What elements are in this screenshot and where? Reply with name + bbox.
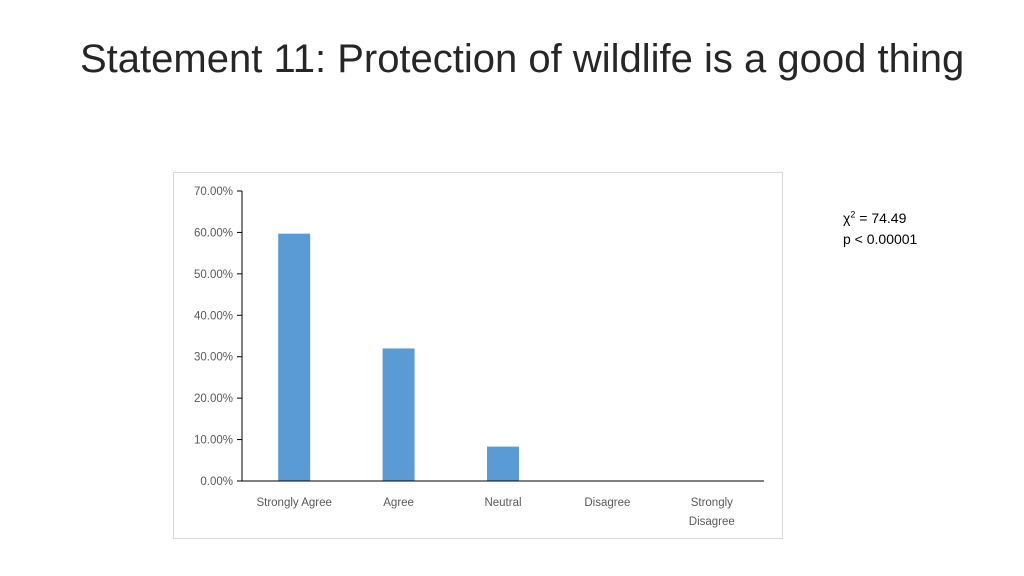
bar — [382, 348, 415, 481]
x-tick-label: Agree — [383, 497, 414, 509]
chi-exponent: 2 — [850, 209, 856, 220]
y-tick-label: 20.00% — [194, 393, 233, 405]
bar — [278, 233, 311, 481]
chi-symbol: χ — [843, 210, 851, 226]
y-tick-label: 30.00% — [194, 352, 233, 364]
y-tick-label: 0.00% — [200, 476, 233, 488]
x-tick-label: Strongly Disagree — [689, 497, 735, 528]
p-value: p < 0.00001 — [843, 231, 918, 247]
chart-canvas: 0.00% 10.00% 20.00% 30.00% 40.00% 50.00% 60.00… — [194, 186, 764, 528]
slide-title: Statement 11: Protection of wildlife is … — [80, 37, 965, 81]
chi-square-line: χ2 = 74.49 — [843, 208, 917, 229]
x-tick-label: Strongly Agree — [256, 497, 331, 509]
bar — [487, 446, 519, 481]
chi-square-value: = 74.49 — [855, 210, 907, 226]
y-tick-label: 40.00% — [194, 310, 233, 322]
y-tick-label: 60.00% — [194, 227, 233, 239]
y-tick-label: 70.00% — [194, 186, 233, 198]
x-tick-label: Neutral — [484, 497, 521, 509]
x-tick-label: Disagree — [584, 497, 630, 509]
bar-chart: 0.00% 10.00% 20.00% 30.00% 40.00% 50.00% 60.00… — [173, 172, 783, 539]
statistics-box: χ2 = 74.49 p < 0.00001 — [843, 208, 917, 250]
y-tick-label: 50.00% — [194, 269, 233, 281]
y-tick-label: 10.00% — [194, 435, 233, 447]
